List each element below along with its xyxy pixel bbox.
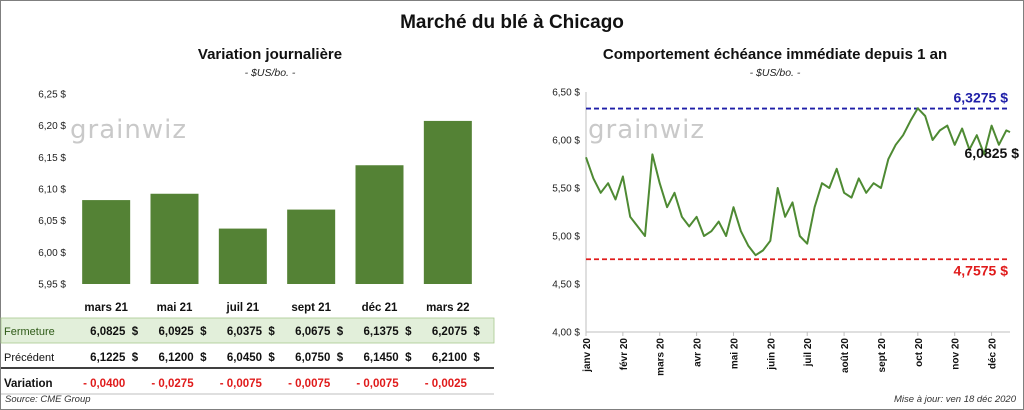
table-cell: 6,0750 $ — [295, 352, 344, 364]
line-x-tick-label: oct 20 — [914, 338, 925, 367]
table-cell: 6,2075 $ — [432, 326, 481, 338]
bar-category-label: déc 21 — [362, 302, 398, 314]
table-cell: 6,1375 $ — [364, 326, 413, 338]
watermark-logo-left: grainwiz — [70, 115, 187, 145]
table-cell: - 0,0400 — [83, 378, 125, 390]
bar-y-tick-label: 6,15 $ — [38, 153, 66, 164]
table-cell: - 0,0075 — [220, 378, 263, 390]
table-cell: - 0,0025 — [425, 378, 468, 390]
line-y-tick-label: 6,00 $ — [552, 136, 580, 147]
bar-y-tick-label: 6,25 $ — [38, 90, 66, 101]
table-cell: 6,0450 $ — [227, 352, 276, 364]
low-value-label: 4,7575 $ — [954, 262, 1009, 278]
line-y-tick-label: 4,50 $ — [552, 280, 580, 291]
bar — [150, 193, 199, 284]
bar — [218, 228, 267, 284]
line-y-tick-label: 4,00 $ — [552, 328, 580, 339]
line-x-tick-label: août 20 — [840, 338, 851, 373]
bar — [355, 165, 404, 284]
last-value-label: 6,0825 $ — [965, 145, 1020, 161]
bar-y-tick-label: 6,20 $ — [38, 121, 66, 132]
bar-category-label: mars 22 — [426, 302, 469, 314]
table-row-highlight — [0, 317, 495, 344]
table-cell: - 0,0275 — [151, 378, 194, 390]
bar — [287, 209, 336, 284]
price-series-line — [585, 107, 1011, 257]
line-x-tick-label: déc 20 — [988, 338, 999, 370]
bar — [423, 120, 472, 285]
line-x-tick-label: juin 20 — [766, 338, 777, 371]
line-x-tick-label: avr 20 — [693, 338, 704, 367]
bar-chart-unit: - $US/bo. - — [244, 67, 296, 79]
line-x-tick-label: sept 20 — [877, 338, 888, 373]
line-y-tick-label: 5,00 $ — [552, 232, 580, 243]
table-cell: 6,0825 $ — [90, 326, 139, 338]
table-cell: 6,0925 $ — [159, 326, 208, 338]
table-cell: - 0,0075 — [356, 378, 399, 390]
bar-y-tick-label: 6,05 $ — [38, 216, 66, 227]
bar-y-tick-label: 6,00 $ — [38, 248, 66, 259]
watermark-logo-right: grainwiz — [588, 115, 705, 145]
line-x-tick-label: mai 20 — [729, 338, 740, 370]
line-chart-unit: - $US/bo. - — [749, 67, 801, 79]
bar-y-tick-label: 5,95 $ — [38, 280, 66, 291]
line-y-tick-label: 5,50 $ — [552, 184, 580, 195]
table-row-label: Fermeture — [4, 326, 55, 338]
table-row-label: Précédent — [4, 352, 54, 364]
bar-y-tick-label: 6,10 $ — [38, 185, 66, 196]
bar-category-label: mars 21 — [84, 302, 128, 314]
line-chart-title: Comportement échéance immédiate depuis 1… — [602, 46, 948, 63]
table-cell: 6,1200 $ — [159, 352, 208, 364]
table-cell: 6,2100 $ — [432, 352, 481, 364]
source-note: Source: CME Group — [5, 394, 91, 405]
table-cell: 6,0675 $ — [295, 326, 344, 338]
line-x-tick-label: mars 20 — [656, 338, 667, 376]
line-x-tick-label: nov 20 — [951, 338, 962, 370]
line-x-tick-label: janv 20 — [582, 338, 593, 373]
bar — [82, 200, 131, 284]
main-title: Marché du blé à Chicago — [400, 12, 624, 33]
table-cell: 6,0375 $ — [227, 326, 276, 338]
table-cell: 6,1450 $ — [364, 352, 413, 364]
bar-category-label: mai 21 — [157, 302, 193, 314]
bar-category-label: sept 21 — [291, 302, 331, 314]
table-cell: - 0,0075 — [288, 378, 331, 390]
line-x-tick-label: févr 20 — [619, 338, 630, 371]
bar-category-label: juil 21 — [226, 302, 260, 314]
table-cell: 6,1225 $ — [90, 352, 139, 364]
table-row-label: Variation — [4, 378, 53, 390]
update-date: Mise à jour: ven 18 déc 2020 — [894, 394, 1016, 405]
high-value-label: 6,3275 $ — [954, 90, 1009, 106]
bar-chart-title: Variation journalière — [197, 46, 343, 63]
line-y-tick-label: 6,50 $ — [552, 88, 580, 99]
line-x-tick-label: juil 20 — [803, 338, 814, 368]
